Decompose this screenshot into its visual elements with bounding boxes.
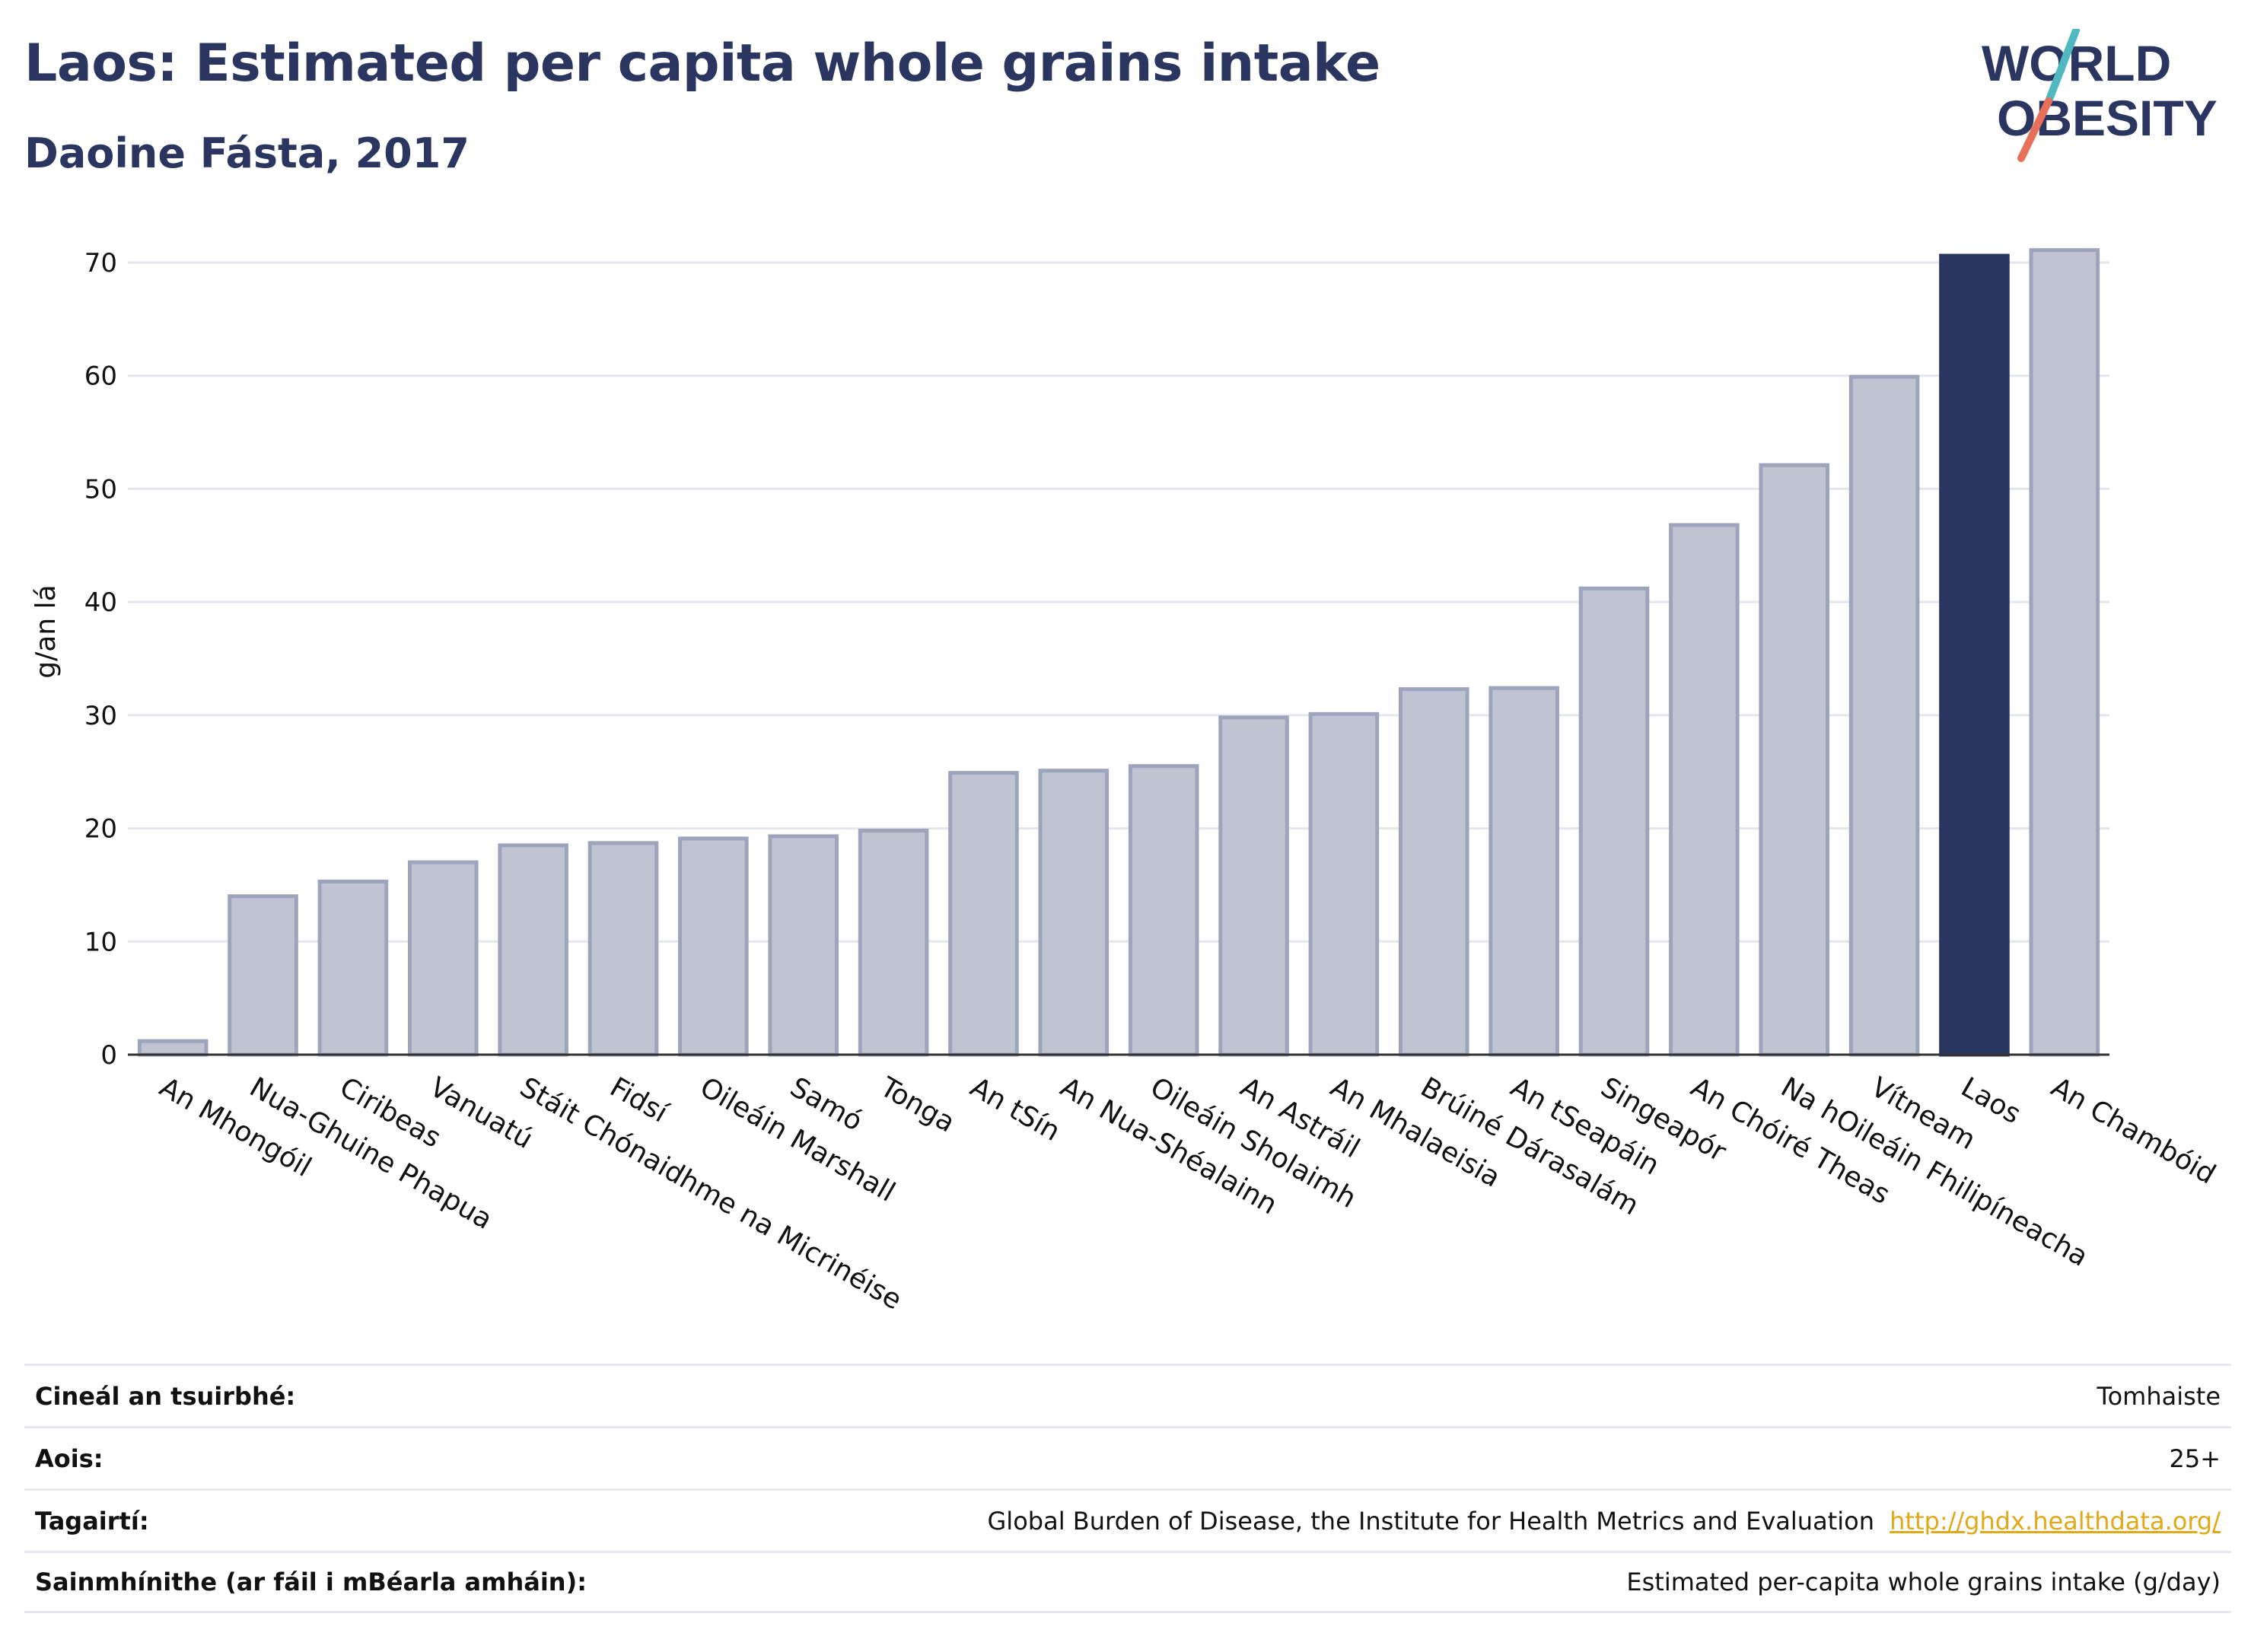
meta-value-group: Global Burden of Disease, the Institute … [988,1507,2221,1536]
y-tick-label: 30 [84,701,117,731]
bar-highlight [1939,253,2010,1057]
world-obesity-logo: WORLD OBESITY [1982,29,2218,162]
y-tick-label: 70 [84,248,117,279]
x-tick-label: An Chambóid [2046,1071,2221,1190]
bar [137,1039,209,1057]
y-tick-label: 50 [84,474,117,505]
logo-slash-coral [2017,97,2052,162]
bar [1759,463,1830,1057]
meta-value: Estimated per-capita whole grains intake… [1626,1568,2221,1596]
chart-subtitle: Daoine Fásta, 2017 [24,129,470,177]
bar [228,894,298,1057]
bar [498,843,568,1057]
meta-value: Global Burden of Disease, the Institute … [987,1506,1874,1536]
y-tick-label: 40 [84,587,117,618]
bar [587,841,659,1057]
bar [2029,248,2100,1057]
bar [407,860,479,1057]
bar [1398,687,1469,1057]
y-tick-label: 0 [100,1040,117,1071]
y-tick-label: 10 [84,927,117,957]
meta-label: Tagairtí: [35,1506,149,1536]
meta-value: Tomhaiste [2097,1381,2221,1411]
bar [858,829,929,1057]
logo-line1: WORLD [1982,35,2171,91]
meta-label: Sainmhínithe (ar fáil i mBéarla amháin): [35,1568,587,1596]
bar [1488,686,1559,1057]
y-axis-title: g/an lá [30,584,62,678]
chart-title: Laos: Estimated per capita whole grains … [24,33,1380,94]
x-tick-label: An Mhongóil [154,1071,317,1183]
bar [317,879,389,1057]
bar [1128,764,1199,1057]
logo-slash-teal [2045,29,2080,105]
meta-row-definitions: Sainmhínithe (ar fáil i mBéarla amháin):… [24,1551,2231,1613]
bar [948,771,1019,1057]
x-tick-label: Tonga [874,1071,960,1139]
bar [1038,769,1110,1057]
bar [1308,711,1380,1057]
meta-row-age: Aois: 25+ [24,1426,2231,1488]
x-tick-label: Vanuatú [425,1071,538,1155]
y-tick-label: 20 [84,814,117,845]
metadata-table: Cineál an tsuirbhé: Tomhaiste Aois: 25+ … [24,1364,2231,1613]
meta-label: Cineál an tsuirbhé: [35,1381,296,1411]
y-tick-label: 60 [84,361,117,392]
meta-row-survey-type: Cineál an tsuirbhé: Tomhaiste [24,1364,2231,1426]
bar [1218,715,1289,1057]
bar [678,836,749,1057]
bar [1848,374,1920,1057]
bar [1669,523,1740,1057]
bar [768,834,839,1057]
x-tick-label: An tSín [965,1071,1065,1147]
meta-value: 25+ [2169,1444,2221,1473]
meta-row-references: Tagairtí: Global Burden of Disease, the … [24,1488,2231,1551]
meta-label: Aois: [35,1444,103,1473]
bar [1578,586,1650,1057]
reference-link[interactable]: http://ghdx.healthdata.org/ [1890,1506,2221,1536]
